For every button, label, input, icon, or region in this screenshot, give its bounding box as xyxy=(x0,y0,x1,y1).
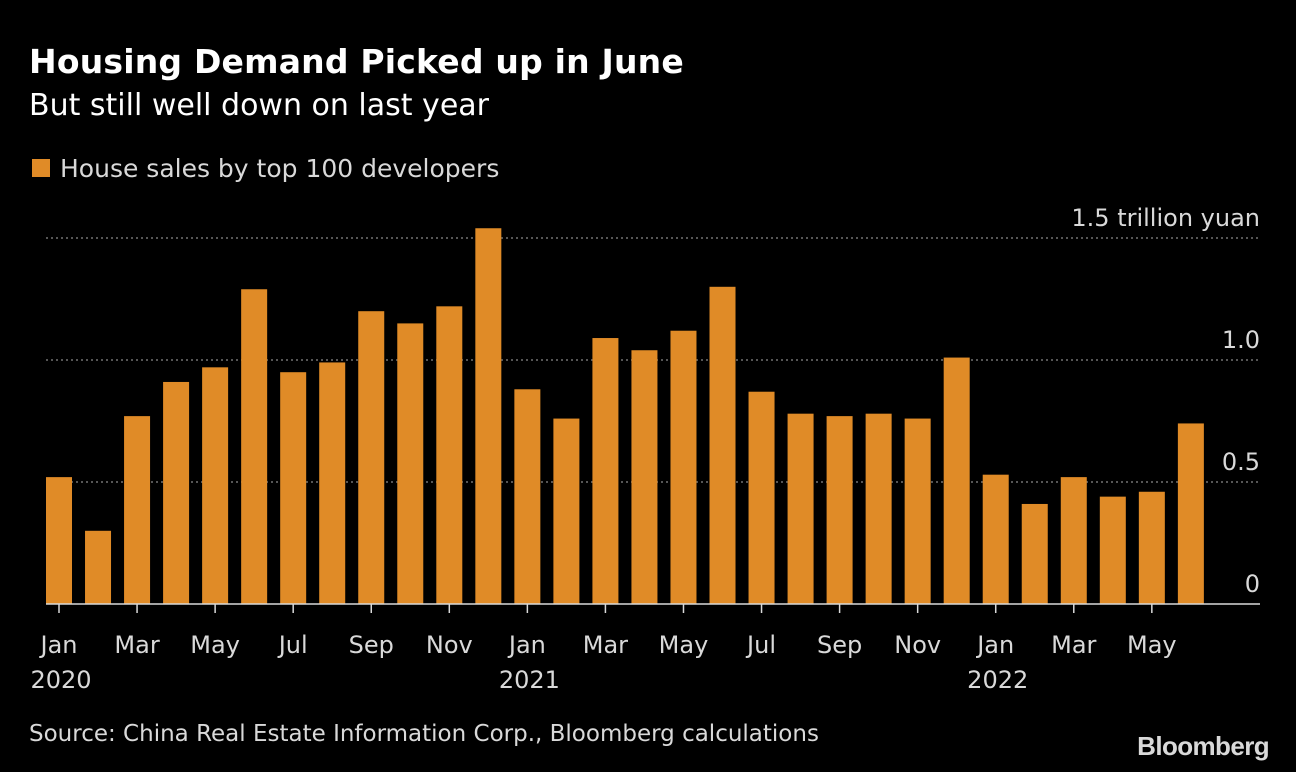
bar xyxy=(397,323,424,604)
x-tick-label: Jul xyxy=(277,631,308,659)
bar xyxy=(163,381,190,604)
bar xyxy=(358,311,385,604)
x-tick-label: Jul xyxy=(745,631,776,659)
bar xyxy=(1060,477,1087,604)
bar xyxy=(670,330,697,604)
x-year-label: 2020 xyxy=(30,666,91,694)
y-tick-label: 1.5 trillion yuan xyxy=(1071,204,1260,232)
x-tick-label: Jan xyxy=(975,631,1014,659)
bar xyxy=(553,418,580,604)
x-tick-label: Jan xyxy=(39,631,78,659)
bar xyxy=(904,418,931,604)
source-note: Source: China Real Estate Information Co… xyxy=(29,721,819,747)
x-year-label: 2022 xyxy=(967,666,1028,694)
bar xyxy=(319,362,346,604)
x-tick-label: Jan xyxy=(507,631,546,659)
x-tick-label: May xyxy=(659,631,709,659)
bar xyxy=(709,286,736,604)
bar xyxy=(46,477,72,604)
x-tick-label: Sep xyxy=(349,631,394,659)
legend-label: House sales by top 100 developers xyxy=(60,153,500,183)
bar xyxy=(436,306,463,604)
bar xyxy=(1099,496,1126,604)
bar xyxy=(1021,503,1048,604)
bar xyxy=(592,338,619,604)
chart-title: Housing Demand Picked up in June xyxy=(29,42,684,81)
bar xyxy=(826,416,853,604)
legend-swatch xyxy=(32,159,50,177)
bar xyxy=(982,474,1009,604)
x-tick-label: Mar xyxy=(583,631,628,659)
x-tick-label: Nov xyxy=(894,631,941,659)
bar xyxy=(202,367,229,604)
bar xyxy=(241,289,268,604)
x-tick-label: May xyxy=(1127,631,1177,659)
bar xyxy=(787,413,814,604)
y-tick-label: 1.0 xyxy=(1222,326,1260,354)
bar xyxy=(1177,423,1204,604)
bar xyxy=(514,389,541,604)
bar xyxy=(631,350,658,604)
bar xyxy=(865,413,892,604)
y-tick-label: 0 xyxy=(1245,570,1260,598)
bar xyxy=(280,372,307,604)
bloomberg-logo: Bloomberg xyxy=(1137,731,1269,761)
x-tick-label: Mar xyxy=(1051,631,1096,659)
bar xyxy=(748,391,775,604)
legend: House sales by top 100 developers xyxy=(32,150,499,186)
bar xyxy=(1138,491,1165,604)
bar xyxy=(475,228,502,605)
bar xyxy=(85,530,112,604)
bar xyxy=(943,357,970,604)
x-tick-label: Mar xyxy=(114,631,159,659)
chart-subtitle: But still well down on last year xyxy=(29,88,489,123)
x-year-label: 2021 xyxy=(499,666,560,694)
y-tick-label: 0.5 xyxy=(1222,448,1260,476)
bar xyxy=(124,416,151,604)
x-tick-label: Nov xyxy=(426,631,473,659)
x-tick-label: Sep xyxy=(817,631,862,659)
x-tick-label: May xyxy=(190,631,240,659)
